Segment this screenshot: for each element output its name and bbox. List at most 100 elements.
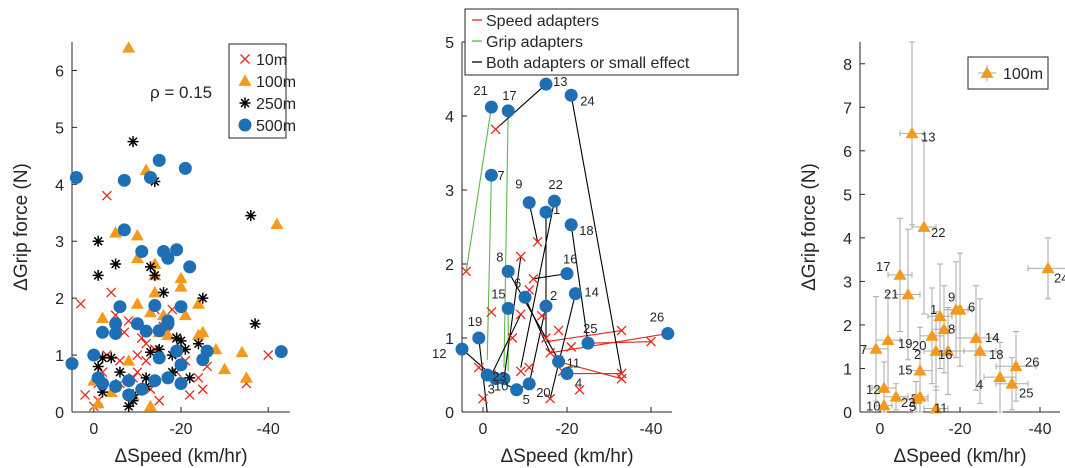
point-100m [109, 226, 123, 238]
point-100m [191, 297, 205, 309]
point-id-label: 5 [909, 399, 916, 414]
point-100m [1041, 261, 1055, 274]
legend-marker-10m [240, 54, 250, 64]
point-id-label: 10 [494, 379, 508, 394]
y-tick-label: 5 [55, 120, 64, 137]
point-500m [130, 317, 144, 331]
legend-label: 250m [256, 96, 296, 113]
point-10m [132, 350, 143, 361]
point-500m [152, 351, 166, 365]
point-id-label: 14 [985, 330, 999, 345]
point-100m [1005, 377, 1019, 389]
point-500m [161, 314, 175, 328]
point-250m [92, 235, 104, 247]
point-100m [969, 331, 983, 343]
y-tick-label: 8 [843, 57, 852, 74]
point-id-label: 2 [550, 288, 557, 303]
point-500m [564, 218, 578, 232]
point-100m [889, 390, 903, 402]
point-id-label: 23 [901, 395, 915, 410]
point-10m [141, 338, 152, 349]
point-10m [263, 350, 274, 361]
point-500m [174, 300, 188, 314]
connector-line-green [465, 107, 492, 272]
point-10m [106, 287, 117, 298]
point-10m [536, 310, 547, 321]
point-100m [143, 305, 157, 318]
x-tick-label: 0 [89, 421, 98, 438]
legend-label: 500m [256, 118, 296, 135]
point-100m [174, 280, 188, 292]
point-id-label: 16 [563, 252, 577, 267]
point-id-label: 13 [553, 74, 567, 89]
point-500m [87, 348, 101, 362]
point-500m [170, 243, 184, 257]
point-500m [161, 251, 175, 265]
y-tick-label: 6 [843, 144, 852, 161]
point-id-label: 17 [502, 88, 516, 103]
point-250m [127, 395, 139, 407]
connector-line-black [520, 200, 555, 368]
point-500m [109, 317, 123, 331]
legend-box [228, 43, 287, 139]
point-100m [122, 354, 136, 366]
point-500m [148, 299, 162, 313]
point-id-label: 21 [473, 83, 487, 98]
point-100m [96, 311, 110, 323]
y-tick-label: 2 [55, 291, 64, 308]
point-id-label: 7 [497, 168, 504, 183]
point-id-label: 20 [912, 338, 926, 353]
point-100m [161, 328, 175, 341]
y-tick-label: 4 [445, 109, 454, 126]
point-id-label: 15 [898, 363, 912, 378]
y-tick-label: 0 [843, 405, 852, 422]
point-10m [541, 333, 551, 343]
point-100m [869, 342, 883, 354]
point-id-label: 17 [876, 259, 890, 274]
point-10m [197, 384, 208, 395]
y-axis-label: ΔGrip force (N) [799, 163, 820, 291]
point-500m [518, 290, 532, 304]
point-id-label: 4 [976, 377, 983, 392]
legend-marker-100m [238, 74, 252, 86]
point-250m [123, 400, 135, 412]
point-10m [515, 309, 526, 320]
point-250m [149, 269, 161, 281]
point-id-label: 1 [553, 202, 560, 217]
point-100m [143, 399, 157, 412]
point-100m [881, 333, 895, 346]
y-tick-label: 0 [55, 405, 64, 422]
point-100m [270, 217, 284, 230]
point-500m [152, 324, 166, 338]
point-500m [472, 331, 486, 345]
point-500m [560, 367, 574, 381]
point-500m [139, 324, 153, 338]
connector-line-green [486, 175, 492, 361]
y-tick-label: 3 [843, 274, 852, 291]
y-tick-label: 1 [445, 331, 454, 348]
connector-line-black [549, 293, 576, 399]
point-500m [183, 260, 197, 274]
point-250m [97, 386, 109, 398]
point-250m [158, 286, 170, 298]
point-id-label: 24 [1054, 270, 1065, 285]
point-250m [192, 338, 204, 350]
point-10m [507, 333, 518, 343]
y-tick-label: 4 [843, 231, 852, 248]
point-id-label: 11 [934, 401, 948, 416]
point-10m [616, 325, 627, 336]
point-250m [166, 366, 178, 378]
point-250m [92, 269, 104, 281]
point-500m [480, 368, 494, 382]
rho-annotation: ρ = 0.15 [150, 83, 212, 102]
point-id-label: 9 [515, 177, 522, 192]
legend: Speed adapters Grip adapters Both adapters… [464, 8, 739, 76]
point-100m [1009, 359, 1023, 372]
point-250m [249, 318, 261, 330]
point-500m [174, 377, 188, 391]
point-id-label: 7 [860, 342, 867, 357]
point-id-label: 8 [948, 321, 955, 336]
panel-2-500m-points: 123 4567891011121314151617181920212223242… [432, 74, 675, 407]
y-tick-label: 0 [445, 405, 454, 422]
x-axis-label: ΔSpeed (km/hr) [500, 446, 633, 467]
